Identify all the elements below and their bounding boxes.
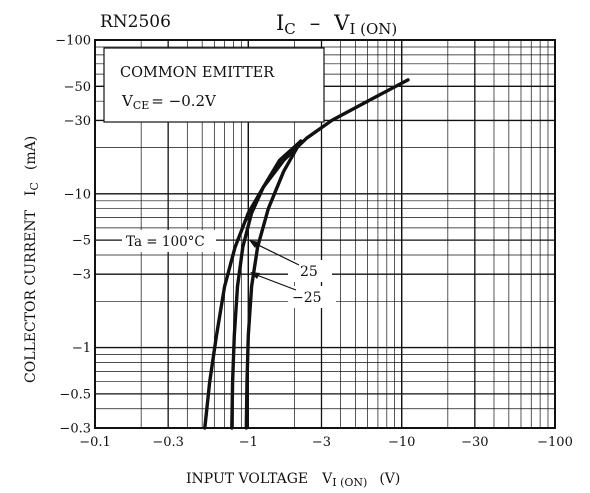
y-tick-label: −30 (64, 114, 91, 129)
label-bg-100 (122, 230, 216, 252)
label-bg-m25 (288, 286, 336, 308)
curves (203, 78, 410, 430)
leader-m25 (253, 273, 297, 291)
y-tick-label: −5 (72, 234, 91, 249)
y-tick-label: −10 (64, 187, 91, 202)
x-tick-label: −30 (461, 435, 488, 450)
x-tick-label: −0.1 (79, 435, 111, 450)
x-tick-label: −10 (388, 435, 415, 450)
arrowhead-25 (249, 240, 259, 248)
y-tick-label: −0.3 (59, 422, 91, 437)
y-tick-label: −0.5 (59, 387, 91, 402)
x-axis-label: INPUT VOLTAGE VI (ON) (V) (186, 471, 400, 489)
y-tick-label: −100 (55, 34, 91, 49)
label-ta-100: Ta = 100°C (126, 234, 205, 250)
plot-frame (94, 39, 556, 429)
x-tick-label: −100 (537, 435, 573, 450)
label-minus-25: −25 (292, 290, 322, 306)
condition-vce: VCE = −0.2V (121, 92, 217, 112)
arrowhead-m25 (250, 272, 260, 279)
label-25: 25 (300, 264, 318, 280)
label-bg-25 (288, 260, 332, 282)
y-tick-label: −50 (64, 80, 91, 95)
x-tick-label: −0.3 (152, 435, 184, 450)
x-tick-label: −1 (239, 435, 258, 450)
y-axis-label: COLLECTOR CURRENTIC(mA) (23, 136, 41, 383)
y-tick-label: −1 (72, 341, 91, 356)
condition-common-emitter: COMMON EMITTER (120, 65, 275, 81)
leader-25 (251, 241, 300, 266)
chart-title: IC – VI (ON) (276, 11, 397, 38)
tick-labels: −0.1 −0.3 −1 −3 −10 −30 −100−100−50−30−10−5−3−… (55, 34, 573, 451)
series-line-3 (244, 139, 303, 430)
curve-labels: Ta = 100°C 25 −25 (122, 230, 336, 308)
y-tick-label: −3 (72, 268, 91, 283)
chart-part-number: RN2506 (100, 12, 171, 32)
series-line-1 (203, 78, 410, 430)
x-tick-label: −3 (312, 435, 331, 450)
condition-box (103, 47, 325, 123)
series-line-2 (230, 139, 303, 430)
